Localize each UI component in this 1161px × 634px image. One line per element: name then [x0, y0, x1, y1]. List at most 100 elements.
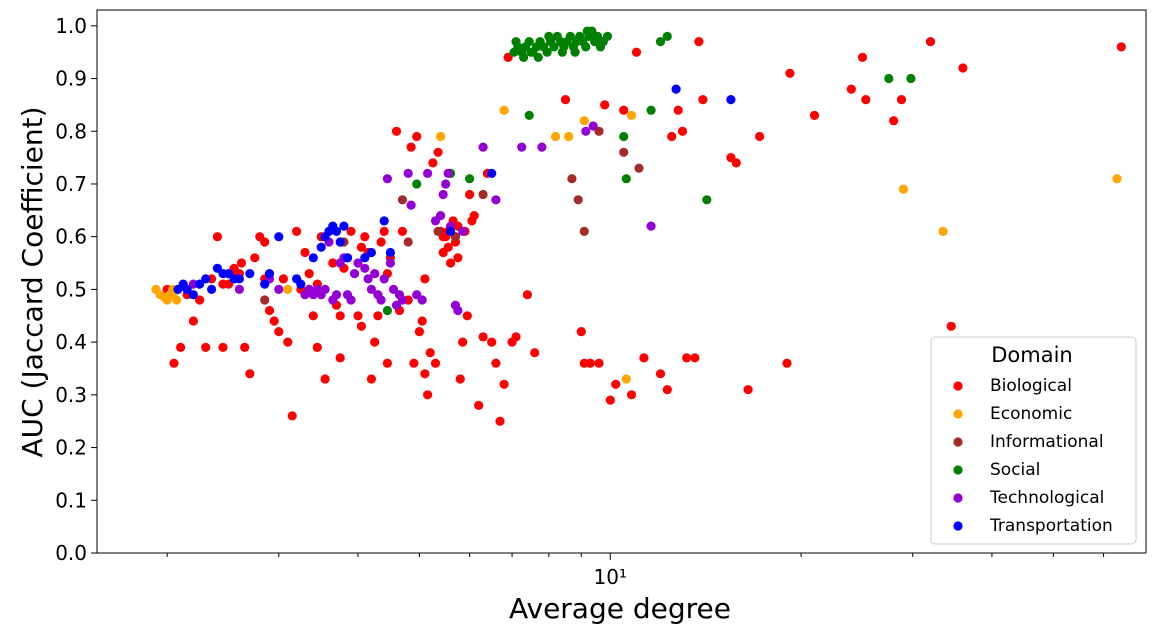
point-biological-85 — [499, 379, 509, 389]
point-transportation-31 — [446, 226, 456, 236]
point-social-10 — [702, 195, 712, 205]
plot-frame — [96, 9, 1147, 554]
point-biological-79 — [474, 400, 484, 410]
point-biological-18 — [264, 305, 275, 316]
point-social-45 — [544, 31, 554, 41]
point-biological-107 — [677, 126, 688, 136]
point-technological-41 — [443, 168, 453, 178]
point-informational-10 — [594, 126, 604, 136]
point-biological-57 — [417, 316, 427, 326]
point-biological-14 — [245, 369, 255, 379]
point-biological-126 — [958, 63, 968, 73]
point-biological-26 — [300, 247, 310, 258]
point-social-5 — [619, 131, 629, 142]
point-technological-36 — [423, 168, 433, 178]
point-biological-118 — [809, 110, 820, 120]
point-biological-12 — [236, 258, 247, 268]
point-social-24 — [549, 42, 559, 52]
point-biological-88 — [511, 332, 521, 342]
point-technological-17 — [349, 269, 360, 279]
point-biological-54 — [409, 358, 419, 368]
point-economic-15 — [626, 110, 637, 120]
point-transportation-27 — [360, 253, 370, 263]
point-biological-95 — [594, 358, 604, 368]
point-social-8 — [655, 37, 666, 47]
point-economic-9 — [436, 131, 446, 142]
y-tick-label: 0.4 — [55, 330, 87, 354]
point-transportation-24 — [335, 237, 345, 247]
x-axis: 10¹ — [166, 553, 1105, 589]
point-technological-39 — [438, 189, 448, 200]
point-biological-94 — [585, 358, 595, 368]
legend-marker-transportation — [953, 521, 963, 531]
point-technological-29 — [391, 300, 402, 310]
y-tick-label: 0.2 — [55, 436, 87, 460]
point-biological-68 — [446, 258, 456, 268]
point-biological-15 — [250, 253, 260, 263]
point-biological-28 — [312, 342, 322, 352]
point-biological-58 — [420, 369, 430, 379]
point-biological-44 — [373, 311, 383, 321]
point-technological-52 — [646, 221, 656, 231]
y-tick-label: 0.1 — [55, 488, 87, 512]
point-biological-75 — [462, 311, 472, 321]
point-biological-101 — [631, 47, 642, 57]
y-tick-label: 0.3 — [55, 383, 87, 407]
point-biological-89 — [522, 290, 533, 300]
legend-marker-informational — [953, 437, 963, 447]
data-points — [151, 26, 1126, 426]
point-transportation-3 — [188, 290, 198, 300]
point-biological-113 — [731, 158, 741, 168]
point-technological-31 — [397, 295, 407, 305]
point-biological-86 — [503, 52, 513, 63]
point-biological-83 — [491, 358, 501, 368]
point-biological-105 — [667, 131, 677, 142]
legend-label-economic: Economic — [990, 404, 1072, 424]
point-social-41 — [511, 37, 521, 47]
point-technological-20 — [363, 274, 373, 284]
point-biological-22 — [283, 337, 293, 347]
point-informational-0 — [260, 295, 270, 305]
point-biological-106 — [673, 105, 683, 115]
point-biological-92 — [576, 327, 586, 337]
point-economic-17 — [938, 226, 948, 236]
point-technological-25 — [379, 274, 389, 284]
point-biological-21 — [278, 274, 288, 284]
point-technological-50 — [581, 126, 591, 136]
point-technological-22 — [370, 269, 380, 279]
point-social-22 — [542, 47, 552, 57]
point-transportation-4 — [195, 279, 205, 289]
x-tick-label: 10¹ — [594, 565, 627, 589]
point-biological-13 — [240, 342, 250, 352]
y-tick-label: 0.6 — [55, 225, 87, 249]
point-technological-19 — [360, 263, 370, 273]
point-economic-8 — [283, 284, 293, 294]
point-biological-63 — [433, 147, 443, 157]
point-social-7 — [646, 105, 656, 115]
point-biological-45 — [376, 237, 386, 247]
point-biological-111 — [698, 95, 708, 105]
point-biological-53 — [406, 142, 416, 152]
point-biological-137 — [420, 274, 430, 284]
point-biological-34 — [335, 353, 345, 363]
point-social-43 — [526, 47, 536, 57]
point-technological-46 — [478, 142, 488, 152]
point-social-29 — [565, 31, 575, 41]
point-technological-21 — [366, 284, 376, 294]
point-transportation-25 — [339, 221, 349, 231]
point-biological-60 — [425, 348, 435, 358]
point-transportation-2 — [182, 284, 192, 294]
point-biological-80 — [478, 332, 488, 342]
point-technological-18 — [353, 258, 363, 268]
legend: Domain Biological Economic Informational So… — [930, 336, 1137, 545]
point-transportation-23 — [331, 226, 342, 236]
point-informational-6 — [478, 189, 488, 200]
point-biological-90 — [530, 348, 540, 358]
point-social-12 — [906, 73, 916, 84]
point-biological-141 — [453, 253, 463, 263]
point-biological-104 — [662, 385, 672, 395]
point-technological-33 — [406, 200, 416, 210]
point-biological-96 — [600, 100, 610, 110]
point-technological-47 — [491, 195, 501, 205]
